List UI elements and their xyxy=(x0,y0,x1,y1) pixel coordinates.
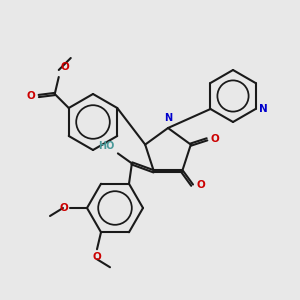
Text: O: O xyxy=(26,91,35,101)
Text: HO: HO xyxy=(98,141,115,152)
Text: O: O xyxy=(196,180,205,190)
Text: O: O xyxy=(61,62,70,72)
Text: N: N xyxy=(164,113,172,123)
Text: N: N xyxy=(259,104,267,114)
Text: O: O xyxy=(59,203,68,213)
Text: O: O xyxy=(211,134,220,144)
Text: O: O xyxy=(93,252,101,262)
